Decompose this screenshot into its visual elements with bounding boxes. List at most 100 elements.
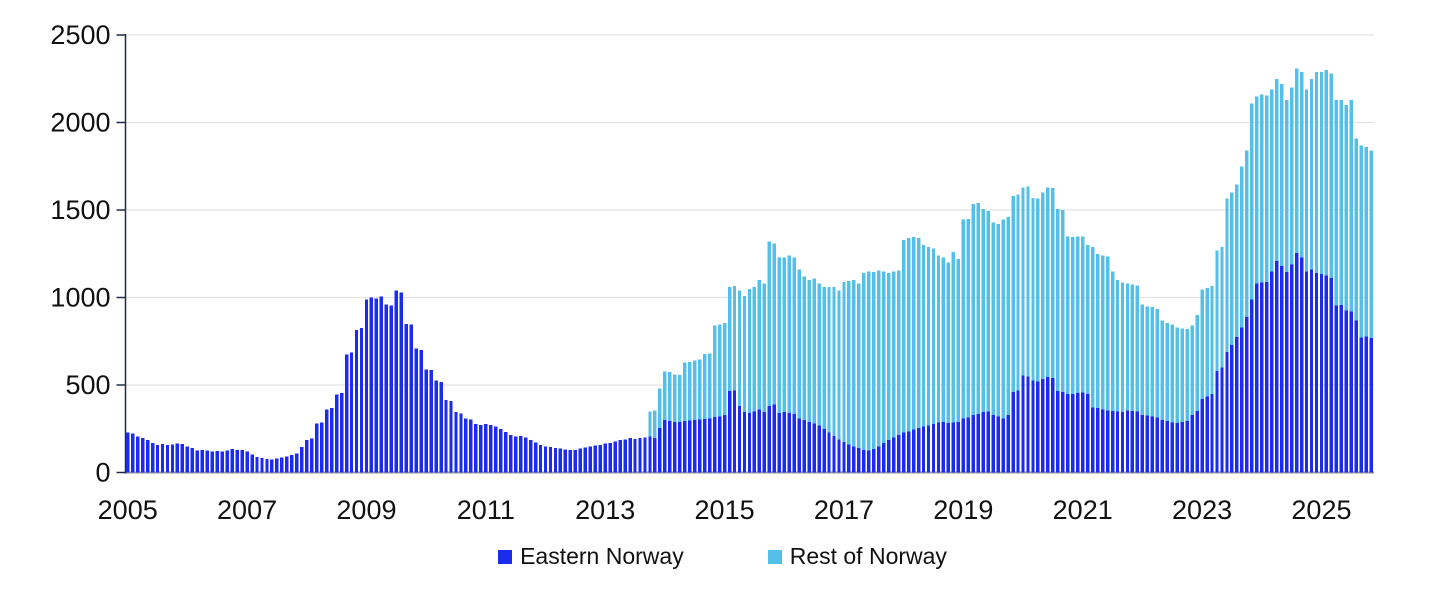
bar-rest-of-norway: [683, 362, 687, 421]
bar-eastern-norway: [971, 414, 975, 473]
bar-eastern-norway: [832, 435, 836, 473]
bar-eastern-norway: [409, 324, 413, 473]
bar-eastern-norway: [782, 412, 786, 473]
bar-eastern-norway: [742, 412, 747, 473]
bar-eastern-norway: [543, 446, 548, 473]
bar-eastern-norway: [180, 444, 185, 473]
bar-eastern-norway: [732, 390, 737, 473]
bar-rest-of-norway: [1309, 78, 1314, 270]
bar-rest-of-norway: [1334, 99, 1339, 306]
bar-eastern-norway: [981, 412, 985, 473]
bar-rest-of-norway: [891, 271, 896, 438]
bar-rest-of-norway: [1369, 150, 1373, 338]
bar-rest-of-norway: [1255, 96, 1259, 284]
bar-eastern-norway: [1334, 305, 1339, 473]
bar-eastern-norway: [1165, 420, 1169, 473]
bar-eastern-norway: [896, 434, 901, 473]
legend-item-eastern-norway[interactable]: Eastern Norway: [498, 545, 684, 568]
bar-eastern-norway: [469, 419, 473, 473]
bar-rest-of-norway: [1165, 322, 1169, 421]
bar-eastern-norway: [857, 448, 861, 473]
bar-eastern-norway: [538, 444, 543, 473]
bar-eastern-norway: [777, 413, 781, 473]
bar-rest-of-norway: [862, 273, 866, 450]
bar-eastern-norway: [663, 420, 667, 473]
bar-eastern-norway: [951, 422, 956, 473]
bar-eastern-norway: [1289, 264, 1294, 473]
bar-rest-of-norway: [663, 371, 667, 420]
bar-eastern-norway: [245, 451, 249, 473]
y-axis-label: 0: [95, 458, 110, 488]
bar-eastern-norway: [215, 450, 219, 473]
bar-eastern-norway: [230, 449, 234, 473]
bar-eastern-norway: [1031, 380, 1035, 473]
bar-eastern-norway: [548, 447, 553, 473]
bar-rest-of-norway: [842, 281, 846, 442]
bar-rest-of-norway: [1120, 282, 1125, 413]
bar-eastern-norway: [1170, 422, 1174, 473]
bar-eastern-norway: [434, 380, 438, 473]
legend-label-rest: Rest of Norway: [789, 543, 947, 569]
bar-eastern-norway: [285, 456, 289, 473]
bar-eastern-norway: [1369, 337, 1373, 473]
bar-eastern-norway: [225, 450, 229, 473]
bar-eastern-norway: [1066, 393, 1070, 473]
bar-eastern-norway: [1046, 377, 1050, 473]
bar-eastern-norway: [449, 401, 453, 473]
bar-eastern-norway: [504, 431, 508, 473]
x-axis-label: 2009: [336, 495, 396, 525]
bar-eastern-norway: [170, 444, 175, 473]
bar-eastern-norway: [1051, 378, 1055, 473]
bar-eastern-norway: [1041, 378, 1045, 473]
bar-eastern-norway: [1265, 281, 1269, 473]
legend-item-rest-of-norway[interactable]: Rest of Norway: [767, 543, 947, 569]
bar-rest-of-norway: [678, 374, 682, 423]
bar-rest-of-norway: [901, 239, 906, 433]
bar-eastern-norway: [369, 297, 374, 473]
bar-rest-of-norway: [717, 324, 722, 417]
bar-rest-of-norway: [787, 255, 791, 413]
bar-rest-of-norway: [1260, 94, 1264, 283]
bar-eastern-norway: [712, 416, 717, 473]
bar-rest-of-norway: [727, 287, 732, 392]
bar-eastern-norway: [240, 449, 244, 473]
bar-eastern-norway: [310, 438, 314, 473]
bar-eastern-norway: [941, 422, 946, 473]
bar-eastern-norway: [752, 411, 757, 473]
bar-eastern-norway: [1140, 414, 1145, 473]
bar-rest-of-norway: [1289, 87, 1294, 265]
bar-eastern-norway: [961, 418, 966, 473]
bar-eastern-norway: [707, 418, 712, 473]
bar-eastern-norway: [638, 438, 642, 473]
bar-eastern-norway: [847, 444, 851, 473]
bar-rest-of-norway: [698, 359, 702, 420]
bar-eastern-norway: [126, 432, 130, 473]
bar-rest-of-norway: [1270, 89, 1274, 272]
bar-rest-of-norway: [1115, 280, 1120, 412]
bar-rest-of-norway: [1130, 284, 1135, 411]
bar-eastern-norway: [648, 436, 652, 473]
bar-eastern-norway: [613, 441, 617, 473]
bar-rest-of-norway: [658, 388, 662, 428]
bar-rest-of-norway: [1016, 194, 1020, 391]
bar-eastern-norway: [553, 448, 558, 473]
bar-rest-of-norway: [1210, 286, 1214, 394]
bar-eastern-norway: [145, 439, 150, 473]
bar-eastern-norway: [280, 457, 284, 473]
bar-rest-of-norway: [1235, 184, 1239, 337]
bar-eastern-norway: [275, 458, 279, 473]
bar-eastern-norway: [608, 442, 612, 473]
bar-rest-of-norway: [1344, 105, 1349, 311]
bar-eastern-norway: [295, 453, 299, 473]
bar-eastern-norway: [155, 444, 160, 473]
bar-rest-of-norway: [1170, 324, 1174, 423]
bar-eastern-norway: [887, 440, 891, 473]
bar-eastern-norway: [250, 454, 254, 473]
bar-rest-of-norway: [693, 360, 697, 420]
bar-rest-of-norway: [1195, 315, 1199, 411]
bar-rest-of-norway: [1066, 236, 1070, 394]
bar-eastern-norway: [1294, 252, 1299, 473]
bar-rest-of-norway: [1205, 287, 1209, 397]
bar-eastern-norway: [658, 427, 662, 473]
bar-eastern-norway: [807, 421, 811, 473]
